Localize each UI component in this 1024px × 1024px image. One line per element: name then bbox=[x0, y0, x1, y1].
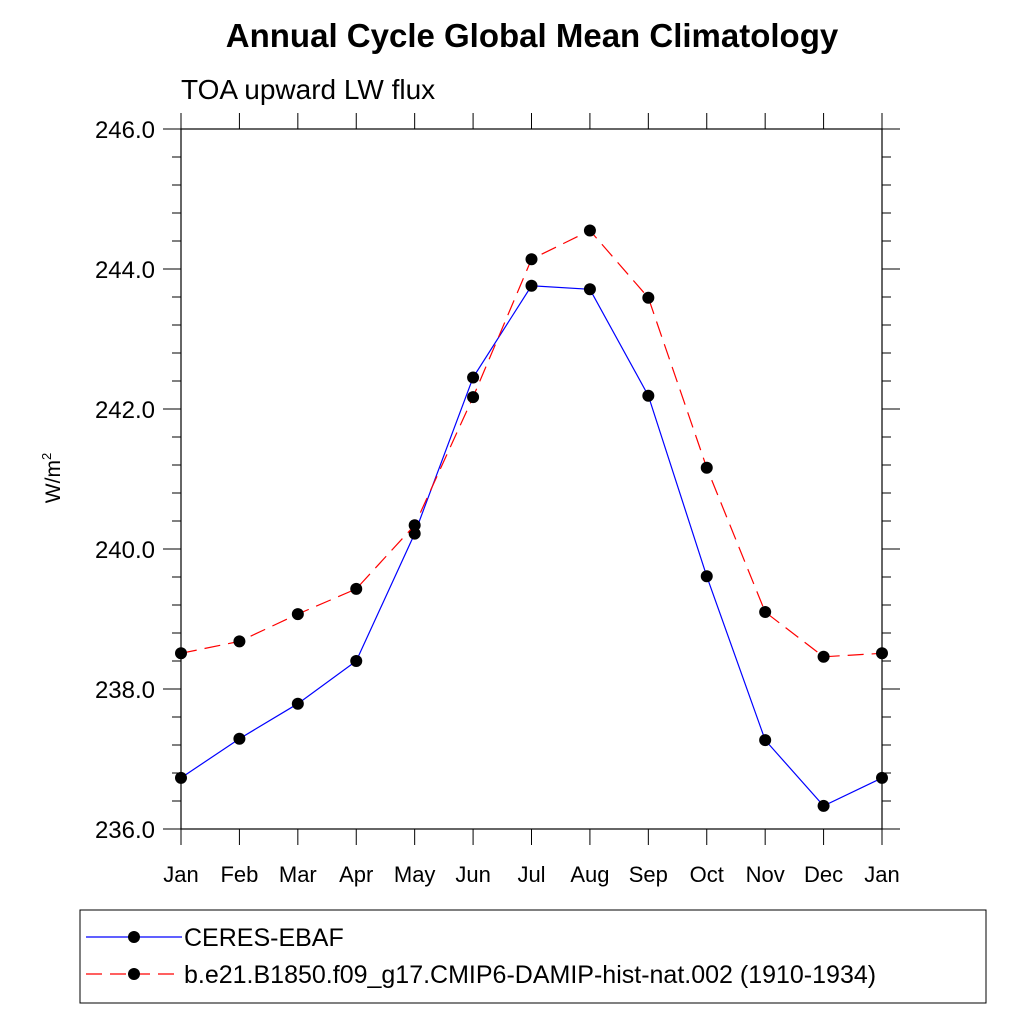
svg-text:W/m2: W/m2 bbox=[39, 453, 65, 503]
y-tick-label: 240.0 bbox=[95, 537, 155, 564]
x-tick-label: Jun bbox=[455, 862, 490, 887]
y-axis-label-superscript: 2 bbox=[39, 453, 54, 460]
legend-box bbox=[79, 909, 987, 1004]
chart-subtitle: TOA upward LW flux bbox=[181, 74, 435, 105]
x-tick-label: Nov bbox=[746, 862, 785, 887]
data-point bbox=[700, 461, 713, 474]
y-tick-label: 238.0 bbox=[95, 677, 155, 704]
y-tick-label: 244.0 bbox=[95, 257, 155, 284]
legend-item-2: b.e21.B1850.f09_g17.CMIP6-DAMIP-hist-nat… bbox=[86, 961, 876, 989]
data-point bbox=[642, 291, 655, 304]
chart-title: Annual Cycle Global Mean Climatology bbox=[226, 17, 839, 54]
data-point bbox=[817, 799, 830, 812]
data-point bbox=[759, 606, 772, 618]
series-1 bbox=[175, 279, 888, 812]
data-point bbox=[467, 391, 480, 404]
legend-label: b.e21.B1850.f09_g17.CMIP6-DAMIP-hist-nat… bbox=[184, 961, 876, 989]
series-2 bbox=[175, 224, 888, 663]
data-point bbox=[525, 279, 538, 292]
series-layer bbox=[175, 224, 888, 812]
x-tick-label: Feb bbox=[220, 862, 258, 887]
data-point bbox=[233, 635, 246, 648]
data-point bbox=[525, 253, 538, 266]
data-point bbox=[583, 283, 596, 296]
legend-marker bbox=[128, 968, 140, 980]
y-tick-label: 236.0 bbox=[95, 817, 155, 844]
data-point bbox=[467, 371, 480, 384]
data-point bbox=[759, 734, 772, 747]
axis-ticks bbox=[163, 113, 900, 845]
plot-frame bbox=[180, 128, 883, 830]
data-point bbox=[291, 608, 304, 621]
x-tick-label: Jul bbox=[517, 862, 545, 887]
data-point bbox=[175, 647, 187, 660]
series-line bbox=[180, 285, 883, 807]
legend-item-1: CERES-EBAF bbox=[86, 924, 344, 952]
data-point bbox=[583, 224, 596, 237]
y-axis-label-base: W/m bbox=[42, 460, 65, 503]
x-tick-label: Dec bbox=[804, 862, 843, 887]
data-point bbox=[876, 771, 888, 784]
x-tick-labels: Jan Feb Mar Apr May Jun Jul Aug Sep Oct Nov Dec Jan bbox=[163, 862, 899, 887]
x-tick-label: Apr bbox=[339, 862, 373, 887]
data-point bbox=[291, 697, 304, 710]
data-point bbox=[876, 647, 888, 660]
series-line bbox=[180, 229, 883, 658]
data-point bbox=[408, 519, 421, 532]
legend-marker bbox=[128, 931, 140, 943]
x-tick-label: Sep bbox=[629, 862, 668, 887]
data-point bbox=[408, 527, 421, 540]
data-point bbox=[350, 655, 363, 667]
x-tick-label: Jan bbox=[864, 862, 899, 887]
y-tick-labels: 236.0 238.0 240.0 242.0 244.0 246.0 bbox=[95, 117, 155, 844]
y-tick-label: 242.0 bbox=[95, 397, 155, 424]
y-axis-label: W/m2 bbox=[39, 453, 65, 503]
data-point bbox=[350, 582, 363, 595]
legend-label: CERES-EBAF bbox=[184, 924, 344, 952]
x-tick-label: Aug bbox=[570, 862, 609, 887]
data-point bbox=[175, 771, 187, 784]
x-tick-label: May bbox=[394, 862, 436, 887]
x-tick-label: Jan bbox=[163, 862, 198, 887]
y-tick-label: 246.0 bbox=[95, 117, 155, 144]
data-point bbox=[700, 570, 713, 583]
data-point bbox=[817, 650, 830, 663]
x-tick-label: Mar bbox=[279, 862, 317, 887]
legend: CERES-EBAF b.e21.B1850.f09_g17.CMIP6-DAMI… bbox=[86, 924, 876, 989]
data-point bbox=[642, 389, 655, 402]
data-point bbox=[233, 732, 246, 745]
x-tick-label: Oct bbox=[690, 862, 724, 887]
